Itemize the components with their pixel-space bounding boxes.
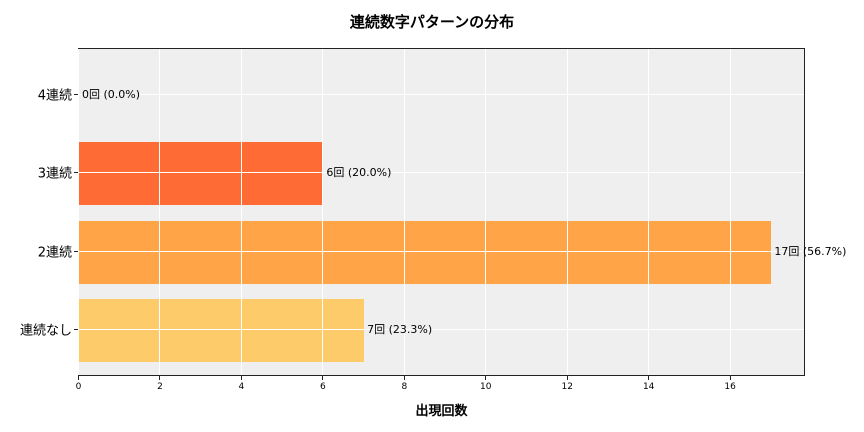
x-tick <box>403 376 405 380</box>
bar <box>79 141 324 205</box>
x-gridline <box>159 49 161 375</box>
x-gridline <box>648 49 650 375</box>
y-tick <box>74 329 78 330</box>
x-gridline <box>78 49 79 375</box>
y-tick <box>74 94 78 95</box>
x-gridline <box>240 49 242 375</box>
x-tick-label: 8 <box>401 382 408 392</box>
x-tick <box>78 376 79 380</box>
bar <box>79 298 365 362</box>
x-gridline <box>566 49 568 375</box>
chart-title: 連続数字パターンの分布 <box>349 13 515 31</box>
y-gridline <box>79 172 804 173</box>
x-tick <box>485 376 487 380</box>
y-gridline <box>79 94 804 95</box>
x-tick <box>648 376 650 380</box>
x-tick-label: 10 <box>480 382 492 392</box>
y-tick-label: 2連続 <box>37 245 72 261</box>
plot-area <box>78 48 805 376</box>
y-tick-label: 4連続 <box>37 88 72 104</box>
x-tick-label: 16 <box>724 382 736 392</box>
bar-value-label: 6回 (20.0%) <box>326 166 392 179</box>
x-gridline <box>403 49 405 375</box>
y-tick-label: 3連続 <box>37 166 72 182</box>
x-tick-label: 14 <box>642 382 655 392</box>
bar-value-label: 17回 (56.7%) <box>774 245 847 258</box>
x-tick <box>566 376 568 380</box>
x-tick <box>322 376 324 380</box>
x-gridline <box>729 49 731 375</box>
y-tick <box>74 172 78 173</box>
y-tick-label: 連続なし <box>19 323 72 339</box>
x-gridline <box>485 49 487 375</box>
y-tick <box>74 251 78 252</box>
x-tick <box>240 376 242 380</box>
bar-value-label: 7回 (23.3%) <box>367 323 433 336</box>
x-tick <box>729 376 731 380</box>
x-tick-label: 2 <box>157 382 163 392</box>
x-gridline <box>322 49 324 375</box>
x-tick-label: 12 <box>561 382 573 392</box>
bar-value-label: 0回 (0.0%) <box>82 88 141 101</box>
y-gridline <box>79 251 804 252</box>
y-gridline <box>79 329 804 330</box>
x-tick-label: 6 <box>319 382 326 392</box>
x-axis-label: 出現回数 <box>415 404 468 419</box>
x-tick-label: 4 <box>238 382 245 392</box>
x-tick-label: 0 <box>75 382 82 392</box>
bar <box>79 220 772 284</box>
x-tick <box>159 376 161 380</box>
